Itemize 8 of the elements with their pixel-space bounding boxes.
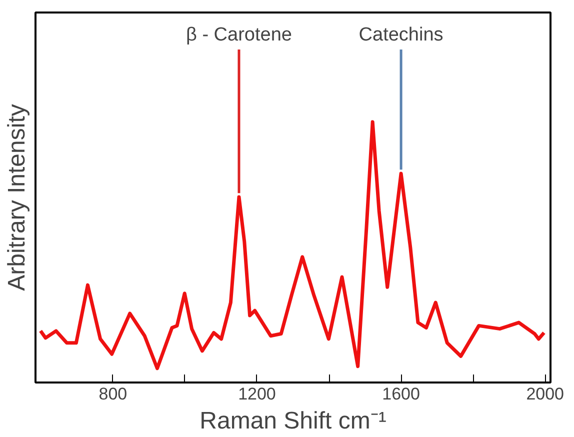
x-axis-title: Raman Shift cm⁻¹ — [200, 408, 386, 434]
y-axis-title: Arbitrary Intensity — [4, 104, 30, 291]
x-tick-label: 1200 — [238, 384, 276, 404]
x-tick-label: 1600 — [382, 384, 420, 404]
x-tick-label: 800 — [98, 384, 128, 404]
x-tick-label: 2000 — [526, 384, 564, 404]
annotation: Catechins — [358, 24, 444, 46]
annotation: β - Carotene — [186, 24, 292, 46]
